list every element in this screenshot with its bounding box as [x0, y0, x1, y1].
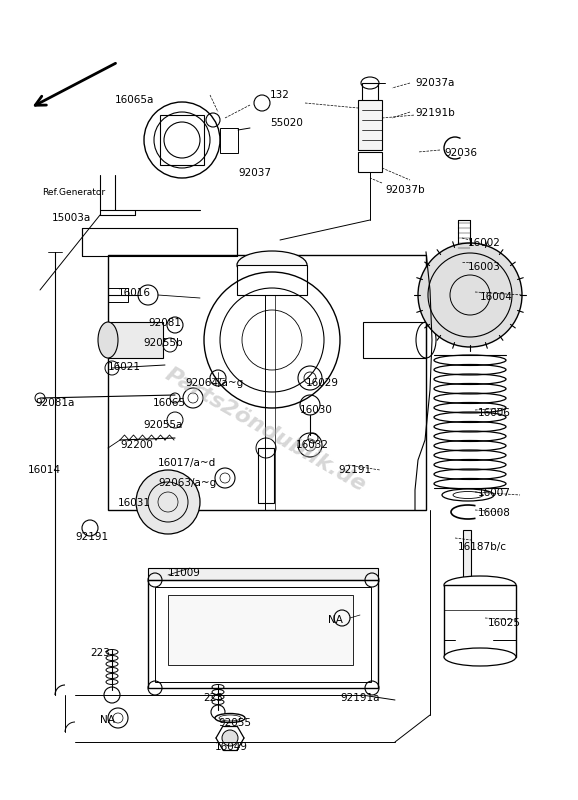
Text: 16025: 16025	[488, 618, 521, 628]
Text: 16002: 16002	[468, 238, 501, 248]
Bar	[362, 83, 378, 105]
Bar	[463, 530, 471, 578]
Text: 223: 223	[203, 693, 223, 703]
Text: 15003a: 15003a	[52, 213, 91, 223]
Text: Parts2öndublik.de: Parts2öndublik.de	[161, 364, 369, 496]
Bar	[160, 115, 204, 165]
Bar	[108, 255, 426, 510]
Circle shape	[136, 470, 200, 534]
Text: 16031: 16031	[118, 498, 151, 508]
Text: 92036: 92036	[444, 148, 477, 158]
Text: NA: NA	[100, 715, 115, 725]
Ellipse shape	[98, 322, 118, 358]
Ellipse shape	[237, 251, 307, 279]
Bar	[220, 128, 238, 153]
Bar	[168, 595, 353, 665]
Text: 92191b: 92191b	[415, 108, 455, 118]
Bar	[363, 322, 426, 358]
Text: 92081a: 92081a	[35, 398, 75, 408]
Text: 16030: 16030	[300, 405, 333, 415]
Text: 16016: 16016	[118, 288, 151, 298]
Text: 16032: 16032	[296, 440, 329, 450]
Text: 16065: 16065	[153, 398, 186, 408]
Text: 92055b: 92055b	[143, 338, 183, 348]
Text: 16021: 16021	[108, 362, 141, 372]
Text: NA: NA	[328, 615, 343, 625]
Text: 92191a: 92191a	[340, 693, 380, 703]
Text: 92037b: 92037b	[385, 185, 425, 195]
Ellipse shape	[442, 489, 494, 501]
Text: 16007: 16007	[478, 488, 511, 498]
Bar	[458, 220, 470, 255]
Bar	[358, 100, 382, 150]
Text: 16003: 16003	[468, 262, 501, 272]
Bar	[258, 448, 274, 503]
Text: Ref.Generator: Ref.Generator	[42, 188, 105, 197]
Bar	[148, 580, 378, 688]
Ellipse shape	[215, 714, 245, 722]
Text: 92191: 92191	[75, 532, 108, 542]
Text: 16065a: 16065a	[115, 95, 154, 105]
Bar	[358, 152, 382, 172]
Ellipse shape	[453, 259, 475, 265]
Bar	[444, 585, 516, 657]
Text: 132: 132	[270, 90, 290, 100]
Text: 55020: 55020	[270, 118, 303, 128]
Text: 16004: 16004	[480, 292, 513, 302]
Text: 92063/a~g: 92063/a~g	[158, 478, 216, 488]
Text: 16187b/c: 16187b/c	[458, 542, 507, 552]
Text: 92037a: 92037a	[415, 78, 454, 88]
Text: 11009: 11009	[168, 568, 201, 578]
Text: 92081: 92081	[148, 318, 181, 328]
Bar	[108, 322, 163, 358]
Bar	[82, 228, 237, 256]
Text: 16008: 16008	[478, 508, 511, 518]
Text: 92064/a~g: 92064/a~g	[185, 378, 243, 388]
Bar	[108, 288, 128, 302]
Circle shape	[222, 730, 238, 746]
Text: 92055: 92055	[218, 718, 251, 728]
Text: 92037: 92037	[238, 168, 271, 178]
Text: 92200: 92200	[120, 440, 153, 450]
Text: 223: 223	[90, 648, 110, 658]
Text: 16049: 16049	[215, 742, 248, 752]
Text: 16017/a~d: 16017/a~d	[158, 458, 216, 468]
Text: 16006: 16006	[478, 408, 511, 418]
Text: 16014: 16014	[28, 465, 61, 475]
Circle shape	[418, 243, 522, 347]
Bar	[148, 568, 378, 580]
Bar	[237, 265, 307, 295]
Ellipse shape	[444, 576, 516, 594]
Bar	[155, 587, 371, 682]
Text: 92055a: 92055a	[143, 420, 183, 430]
Text: 92191: 92191	[338, 465, 371, 475]
Ellipse shape	[444, 648, 516, 666]
Text: 16029: 16029	[306, 378, 339, 388]
